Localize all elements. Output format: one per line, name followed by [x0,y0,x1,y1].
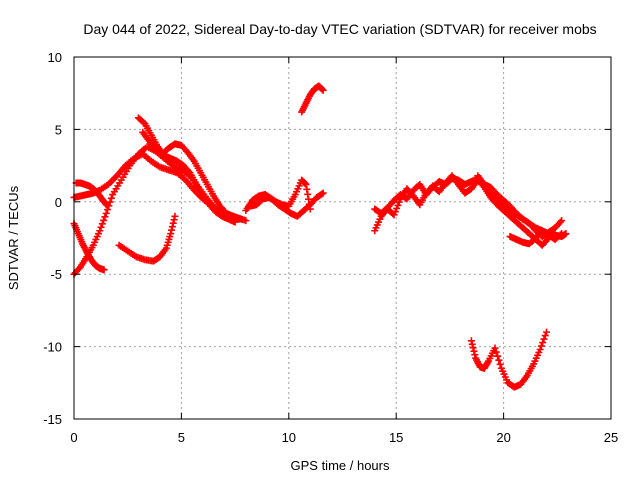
data-point [492,348,500,356]
x-tick-label: 20 [496,430,510,445]
data-point [539,339,547,347]
data-point [391,208,399,216]
data-point [185,167,193,175]
data-point [303,185,311,193]
data-point [394,201,402,209]
data-point [100,266,108,274]
y-tick-label: -15 [43,412,62,427]
data-point [390,211,398,219]
data-point [318,85,326,93]
series-track-12 [371,172,553,249]
x-axis: 0 5 10 15 20 25 [70,57,618,445]
y-tick-label: 0 [55,195,62,210]
data-point [104,206,112,214]
data-point [167,230,175,238]
data-point [556,218,564,226]
series-track-9 [246,176,314,213]
data-point [491,344,499,352]
data-point [170,216,178,224]
data-point [100,216,108,224]
grid [74,57,611,419]
data-point [558,230,566,238]
series-track-13 [474,172,570,241]
data-point [319,189,327,197]
data-point [395,198,403,206]
data-point [496,360,504,368]
data-point [242,217,250,225]
data-point [305,200,313,208]
data-point [101,200,109,208]
series-track-15 [467,328,551,391]
chart-title: Day 044 of 2022, Sidereal Day-to-day VTE… [83,21,596,37]
data-point [235,215,243,223]
data-point [168,223,176,231]
data-point [318,190,326,198]
series-track-7 [115,212,179,265]
y-tick-label: -5 [50,267,62,282]
data-point [537,342,545,350]
data-point [494,352,502,360]
data-point [467,337,475,345]
data-point [558,217,566,225]
data-point [98,220,106,228]
data-point [304,190,312,198]
data-point [171,212,179,220]
series-track-3 [70,220,108,274]
plot-frame [73,56,612,420]
series-track-10 [298,82,327,116]
data-point [302,180,310,188]
x-tick-label: 15 [389,430,403,445]
data-point [468,340,476,348]
x-tick-label: 0 [70,430,77,445]
data-point [484,359,492,367]
series-track-4 [72,179,110,209]
x-tick-label: 5 [178,430,185,445]
series-track-6 [139,128,243,223]
data-point [543,328,551,336]
data-point [97,223,105,231]
series-track-14 [506,227,566,248]
data-point [169,219,177,227]
data-point [471,351,479,359]
data-point [102,201,110,209]
data-point [319,86,327,94]
data-point [540,335,548,343]
data-point [470,347,478,355]
data-points [70,82,570,391]
data-point [96,227,104,235]
y-axis-label: SDTVAR / TECUs [6,185,21,290]
y-tick-label: 5 [55,122,62,137]
data-point [469,344,477,352]
x-axis-label: GPS time / hours [291,458,390,473]
data-point [495,356,503,364]
data-point [541,332,549,340]
y-tick-label: -10 [43,340,62,355]
data-point [306,205,314,213]
data-point [102,209,110,217]
data-point [536,345,544,353]
y-axis: 10 5 0 -5 -10 -15 [43,50,611,427]
data-point [393,204,401,212]
data-point [107,194,115,202]
y-tick-label: 10 [48,50,62,65]
x-tick-label: 10 [282,430,296,445]
data-point [168,226,176,234]
data-point [305,195,313,203]
data-point [301,180,309,188]
data-point [556,231,564,239]
data-point [101,213,109,221]
x-tick-label: 25 [604,430,618,445]
